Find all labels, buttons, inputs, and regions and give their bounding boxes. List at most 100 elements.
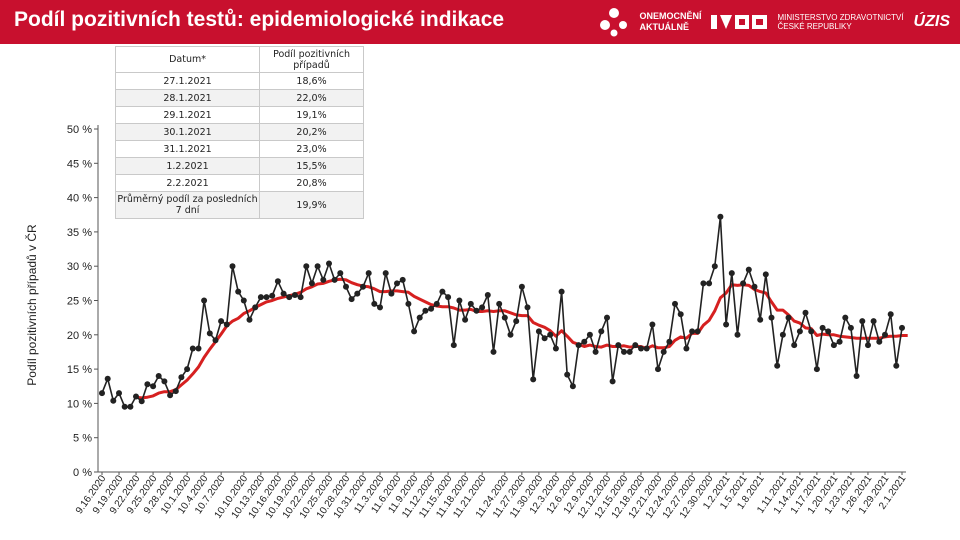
daily-share-point — [212, 337, 219, 344]
daily-share-point — [530, 376, 537, 383]
daily-share-point — [507, 331, 514, 338]
onemocneni-logo-text: ONEMOCNĚNÍ AKTUÁLNĚ — [639, 11, 701, 33]
daily-share-point — [127, 403, 134, 410]
daily-share-point — [723, 321, 730, 328]
col-date-header: Datum* — [114, 46, 261, 73]
summary-row: 31.1.2021 23,0% — [114, 140, 364, 158]
daily-share-point — [326, 260, 332, 267]
onemocneni-logo-icon — [600, 8, 628, 37]
daily-share-point — [490, 348, 497, 355]
daily-share-point — [365, 270, 372, 277]
daily-share-point — [252, 304, 259, 311]
daily-share-point — [626, 348, 633, 355]
daily-share-point — [473, 307, 480, 314]
daily-share-point — [893, 362, 900, 369]
daily-share-point — [184, 366, 191, 373]
daily-share-point — [439, 288, 446, 295]
daily-share-point — [887, 311, 894, 318]
daily-share-point — [138, 398, 145, 405]
daily-share-point — [450, 342, 457, 349]
summary-row: 2.2.2021 20,8% — [114, 174, 364, 192]
daily-share-point — [558, 288, 565, 295]
daily-share-point — [422, 307, 429, 314]
daily-share-point — [604, 314, 610, 321]
summary-share-cell: 19,1% — [259, 106, 364, 124]
summary-share-cell: 20,2% — [259, 123, 364, 141]
summary-row: 29.1.2021 19,1% — [114, 106, 364, 124]
daily-share-point — [518, 283, 525, 290]
daily-share-point — [416, 314, 423, 321]
y-tick-label: 0 % — [73, 467, 92, 479]
daily-share-point — [133, 393, 139, 400]
daily-share-point — [246, 316, 253, 323]
daily-share-point — [405, 300, 412, 307]
daily-share-point — [700, 280, 707, 287]
mzcr-logo-text: MINISTERSTVO ZDRAVOTNICTVÍ ČESKÉ REPUBLI… — [777, 13, 903, 31]
daily-share-point — [711, 263, 718, 270]
y-tick-label: 35 % — [67, 227, 92, 239]
summary-average-value: 19,9% — [259, 191, 364, 219]
daily-share-point — [269, 292, 276, 299]
daily-share-point — [155, 373, 162, 379]
daily-share-point — [161, 378, 168, 385]
daily-share-point — [428, 305, 435, 312]
daily-share-point — [501, 314, 508, 321]
daily-share-point — [394, 280, 400, 287]
daily-share-point — [859, 318, 866, 325]
daily-share-point — [870, 318, 877, 325]
daily-share-point — [223, 321, 230, 328]
summary-row: 30.1.2021 20,2% — [114, 123, 364, 141]
daily-share-point — [825, 328, 832, 335]
daily-share-point — [462, 316, 469, 323]
daily-share-point — [280, 290, 287, 297]
daily-share-point — [666, 338, 673, 345]
daily-share-point — [609, 378, 616, 385]
y-axis-label: Podíl pozitivních případů v ČR — [24, 224, 39, 386]
daily-share-point — [621, 348, 627, 355]
col-share-header: Podíl pozitivních případů — [259, 46, 364, 73]
daily-share-point — [762, 271, 769, 278]
daily-share-point — [308, 280, 315, 287]
summary-row: 28.1.2021 22,0% — [114, 89, 364, 107]
daily-share-point — [802, 309, 809, 316]
daily-share-point — [598, 328, 605, 335]
daily-share-point — [257, 294, 264, 301]
daily-share-point — [484, 292, 491, 298]
summary-date-cell: 29.1.2021 — [114, 106, 261, 124]
logo1-line1: ONEMOCNĚNÍ — [639, 11, 702, 21]
daily-share-point — [178, 374, 185, 381]
summary-date-cell: 30.1.2021 — [114, 123, 261, 141]
summary-date-cell: 1.2.2021 — [114, 157, 261, 175]
daily-share-point — [774, 362, 781, 369]
daily-share-point — [740, 280, 747, 287]
summary-date-cell: 31.1.2021 — [114, 140, 261, 158]
daily-share-point — [201, 297, 208, 304]
daily-share-point — [433, 300, 440, 307]
daily-share-point — [581, 338, 588, 345]
daily-share-point — [882, 331, 888, 338]
daily-share-point — [297, 294, 304, 301]
daily-share-point — [592, 348, 599, 355]
daily-share-point — [683, 345, 690, 352]
daily-share-line — [101, 216, 903, 408]
daily-share-point — [689, 328, 696, 335]
daily-share-point — [513, 318, 520, 325]
daily-share-point — [263, 294, 270, 301]
daily-share-point — [564, 371, 571, 378]
daily-share-point — [218, 318, 225, 325]
daily-share-point — [813, 366, 820, 373]
daily-share-point — [479, 304, 486, 311]
summary-date-cell: 27.1.2021 — [114, 72, 261, 90]
daily-share-point — [320, 276, 327, 283]
daily-share-point — [110, 397, 117, 404]
daily-share-point — [144, 381, 151, 388]
daily-share-series — [99, 213, 905, 410]
daily-share-point — [677, 311, 684, 318]
daily-share-point — [734, 331, 741, 338]
daily-share-point — [836, 338, 843, 345]
daily-share-point — [229, 263, 236, 270]
summary-share-cell: 22,0% — [259, 89, 364, 107]
daily-share-point — [445, 294, 452, 301]
daily-share-point — [655, 366, 661, 373]
summary-share-cell: 20,8% — [259, 174, 364, 192]
